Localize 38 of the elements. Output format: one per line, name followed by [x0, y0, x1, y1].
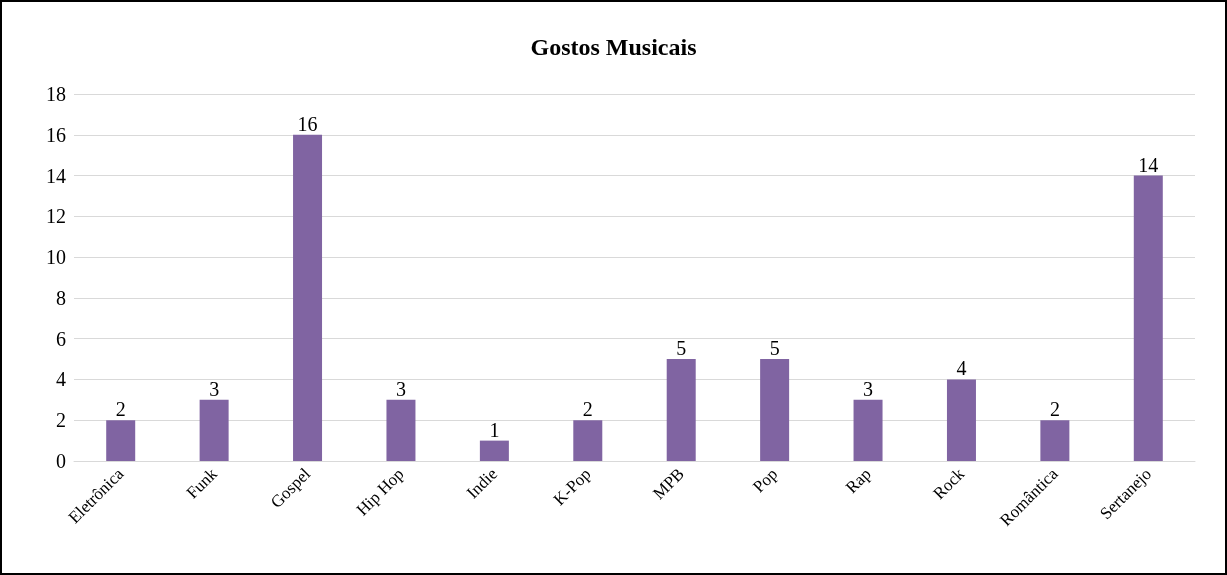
- y-tick-label: 16: [46, 123, 66, 146]
- y-tick-label: 12: [46, 205, 66, 228]
- bar: [106, 420, 136, 461]
- x-tick-label: Pop: [749, 464, 782, 497]
- data-label: 3: [395, 377, 406, 400]
- data-label: 1: [489, 418, 500, 441]
- data-label: 3: [863, 377, 874, 400]
- y-tick-label: 0: [56, 450, 66, 472]
- bar: [386, 399, 416, 461]
- bar: [853, 399, 883, 461]
- bar: [946, 379, 976, 461]
- data-label: 5: [769, 337, 780, 360]
- bar: [573, 420, 603, 461]
- bar: [1133, 175, 1163, 461]
- y-tick-label: 4: [56, 368, 66, 391]
- bar: [199, 399, 229, 461]
- data-label: 14: [1138, 153, 1159, 176]
- y-tick-label: 10: [46, 246, 66, 269]
- y-tick-label: 2: [56, 409, 66, 432]
- y-tick-label: 6: [56, 327, 66, 350]
- chart-title: Gostos Musicais: [530, 34, 697, 60]
- y-tick-label: 8: [56, 286, 66, 309]
- data-label: 2: [1049, 398, 1060, 421]
- y-tick-label: 14: [46, 164, 66, 187]
- data-label: 16: [297, 112, 318, 135]
- x-tick-label: Hip Hop: [352, 464, 408, 520]
- data-label: 5: [676, 337, 687, 360]
- y-tick-label: 18: [46, 83, 66, 105]
- bar: [293, 134, 323, 461]
- bar: [666, 359, 696, 461]
- data-label: 4: [956, 357, 967, 380]
- data-label: 2: [115, 398, 126, 421]
- data-label: 2: [582, 398, 593, 421]
- x-tick-label: Rap: [841, 464, 875, 498]
- bar: [1040, 420, 1070, 461]
- bar: [479, 440, 509, 461]
- bar: [760, 359, 790, 461]
- data-label: 3: [209, 377, 220, 400]
